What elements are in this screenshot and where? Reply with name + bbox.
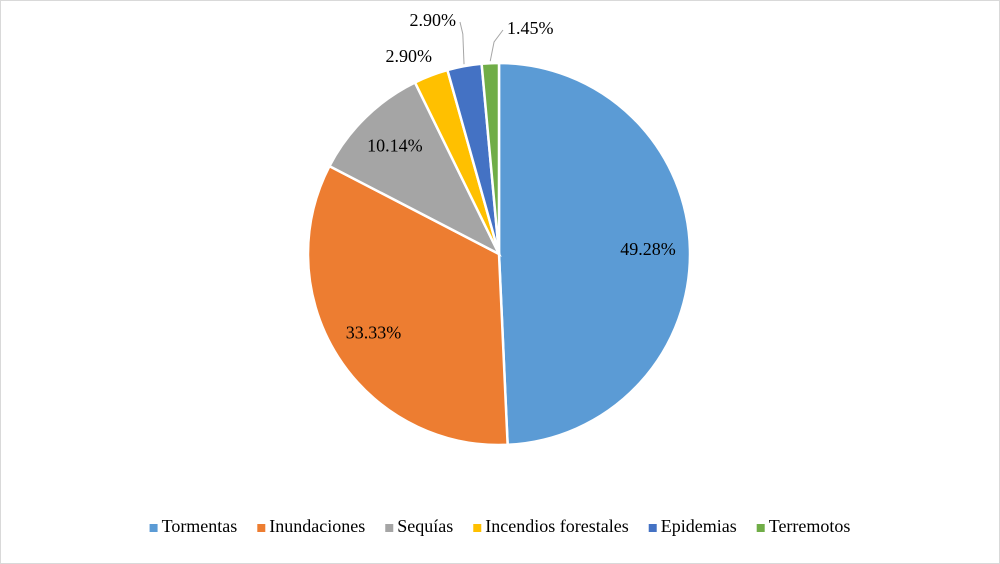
legend-swatch: [149, 524, 158, 532]
legend-label: Tormentas: [162, 516, 238, 536]
legend-swatch: [756, 524, 765, 532]
leader-line: [459, 21, 465, 65]
data-label: 10.14%: [367, 136, 423, 156]
data-label: 2.90%: [410, 10, 457, 30]
legend-label: Sequías: [397, 516, 453, 536]
pie-slice: [497, 61, 692, 447]
leader-line: [489, 29, 504, 62]
legend-label: Terremotos: [769, 516, 851, 536]
legend-label: Inundaciones: [269, 516, 365, 536]
legend-label: Incendios forestales: [485, 516, 628, 536]
data-label: 33.33%: [346, 322, 402, 342]
legend-swatch: [648, 524, 657, 532]
legend-swatch: [257, 524, 266, 532]
data-label: 2.90%: [386, 46, 433, 66]
pie-slice: [480, 61, 501, 255]
legend-label: Epidemias: [661, 516, 737, 536]
pie-slice: [306, 164, 509, 447]
legend-swatch: [385, 524, 394, 532]
data-label: 49.28%: [620, 239, 676, 259]
pie-slice: [327, 80, 502, 257]
data-label: 1.45%: [507, 18, 554, 38]
legend-swatch: [473, 524, 482, 532]
